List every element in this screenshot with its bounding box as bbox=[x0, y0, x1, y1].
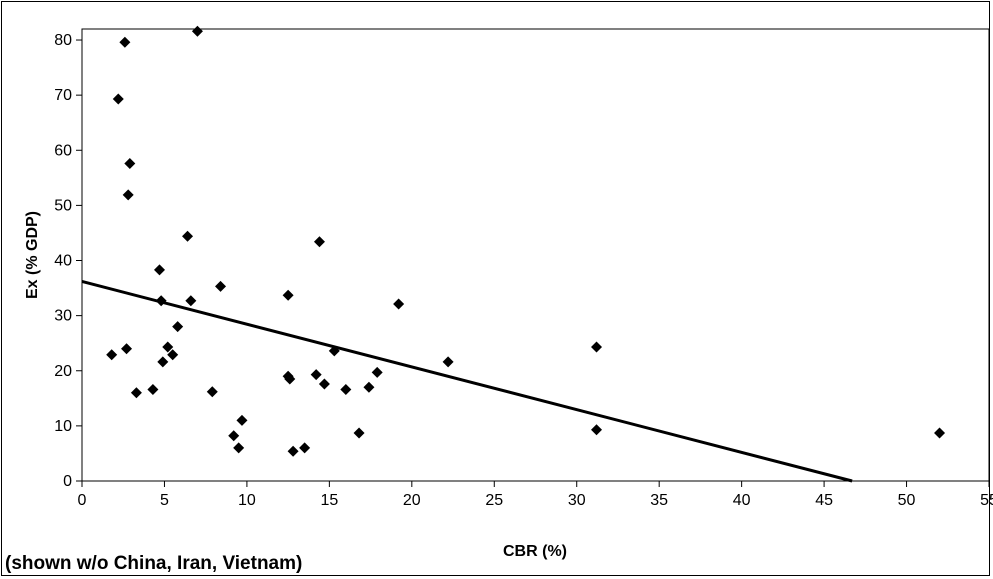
data-point bbox=[167, 349, 179, 361]
trendline bbox=[81, 280, 853, 483]
data-point bbox=[130, 387, 142, 399]
y-tick-label: 0 bbox=[63, 473, 72, 490]
footnote: (shown w/o China, Iran, Vietnam) bbox=[5, 553, 303, 574]
data-point bbox=[299, 442, 311, 454]
data-point bbox=[182, 230, 194, 242]
y-tick-label: 30 bbox=[54, 308, 72, 325]
data-point bbox=[318, 378, 330, 390]
y-tick-label: 40 bbox=[54, 253, 72, 270]
data-point bbox=[371, 366, 383, 378]
data-point bbox=[122, 189, 134, 201]
data-point bbox=[236, 414, 248, 426]
x-tick-label: 50 bbox=[898, 492, 916, 509]
data-points bbox=[106, 25, 946, 457]
y-axis-title: Ex (% GDP) bbox=[24, 211, 41, 299]
data-point bbox=[147, 383, 159, 395]
data-point bbox=[313, 236, 325, 248]
x-tick-label: 40 bbox=[733, 492, 751, 509]
data-point bbox=[154, 264, 166, 276]
y-tick-label: 20 bbox=[54, 363, 72, 380]
y-tick-label: 50 bbox=[54, 197, 72, 214]
data-point bbox=[106, 349, 118, 361]
x-axis-title: CBR (%) bbox=[503, 543, 567, 560]
y-tick-label: 60 bbox=[54, 142, 72, 159]
x-tick-label: 5 bbox=[160, 492, 169, 509]
data-point bbox=[393, 298, 405, 310]
data-point bbox=[162, 341, 174, 353]
data-point bbox=[124, 157, 136, 169]
data-point bbox=[121, 343, 133, 355]
x-tick-label: 25 bbox=[485, 492, 503, 509]
data-point bbox=[215, 280, 227, 292]
data-point bbox=[112, 93, 124, 105]
data-point bbox=[310, 369, 322, 381]
data-point bbox=[157, 356, 169, 368]
data-point bbox=[340, 383, 352, 395]
data-point bbox=[591, 424, 603, 436]
data-point bbox=[172, 321, 184, 333]
data-point bbox=[155, 295, 167, 307]
x-tick-label: 45 bbox=[815, 492, 833, 509]
x-tick-label: 10 bbox=[238, 492, 256, 509]
y-tick-label: 70 bbox=[54, 87, 72, 104]
y-tick-label: 10 bbox=[54, 418, 72, 435]
x-tick-label: 55 bbox=[980, 492, 993, 509]
x-tick-label: 30 bbox=[568, 492, 586, 509]
data-point bbox=[328, 345, 340, 357]
x-tick-label: 0 bbox=[78, 492, 87, 509]
data-point bbox=[934, 427, 946, 439]
data-point bbox=[284, 373, 296, 385]
data-point bbox=[185, 295, 197, 307]
x-tick-label: 35 bbox=[650, 492, 668, 509]
data-point bbox=[353, 427, 365, 439]
data-point bbox=[591, 341, 603, 353]
data-point bbox=[228, 430, 240, 442]
data-point bbox=[119, 36, 131, 48]
data-point bbox=[191, 25, 203, 37]
x-tick-label: 20 bbox=[403, 492, 421, 509]
y-tick-label: 80 bbox=[54, 32, 72, 49]
data-point bbox=[363, 381, 375, 393]
data-point bbox=[206, 386, 218, 398]
data-point bbox=[287, 445, 299, 457]
data-point bbox=[442, 356, 454, 368]
x-tick-label: 15 bbox=[320, 492, 338, 509]
plot-area bbox=[81, 28, 990, 482]
y-axis: 0 10 20 30 40 50 60 70 80 bbox=[54, 32, 82, 490]
x-axis: 0 5 10 15 20 25 30 35 40 45 50 55 bbox=[78, 481, 993, 509]
data-point bbox=[233, 442, 245, 454]
data-point bbox=[282, 289, 294, 301]
